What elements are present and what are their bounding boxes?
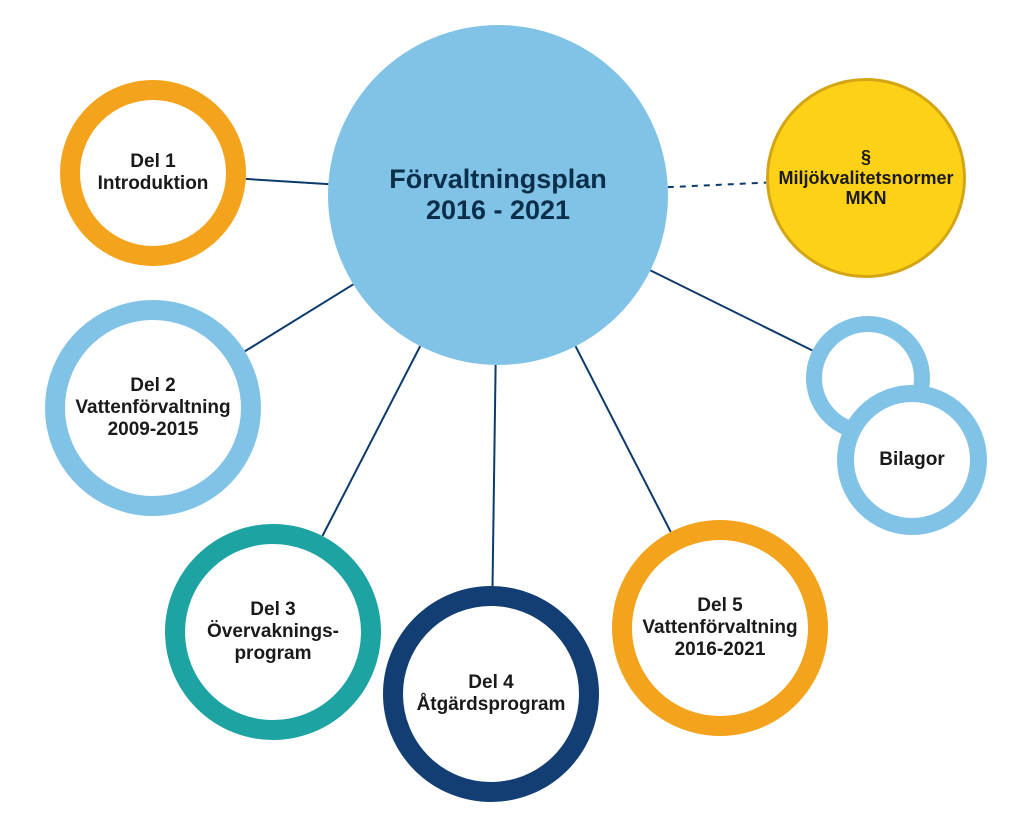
- node-label-del2: Del 2 Vattenförvaltning 2009-2015: [69, 375, 236, 441]
- node-del3: Del 3 Övervaknings- program: [165, 524, 381, 740]
- node-label-del4: Del 4 Åtgärdsprogram: [411, 672, 572, 716]
- node-del1: Del 1 Introduktion: [60, 80, 246, 266]
- node-label-del1: Del 1 Introduktion: [92, 151, 215, 195]
- central-label: Förvaltningsplan 2016 - 2021: [389, 164, 607, 226]
- node-label-del5: Del 5 Vattenförvaltning 2016-2021: [636, 595, 803, 661]
- connector-del5: [576, 346, 671, 532]
- node-del2: Del 2 Vattenförvaltning 2009-2015: [45, 300, 261, 516]
- connector-bilagor_back: [650, 270, 812, 350]
- node-label-del3: Del 3 Övervaknings- program: [201, 599, 345, 665]
- connector-del3: [322, 346, 420, 536]
- node-del4: Del 4 Åtgärdsprogram: [383, 586, 599, 802]
- connector-del4: [493, 365, 496, 586]
- node-label-bilagor: Bilagor: [873, 449, 950, 471]
- central-node: Förvaltningsplan 2016 - 2021: [328, 25, 668, 365]
- diagram-stage: Förvaltningsplan 2016 - 2021 Del 1 Intro…: [0, 0, 1024, 819]
- connector-del1: [246, 179, 329, 184]
- node-bilagor: Bilagor: [837, 385, 987, 535]
- node-label-mkn: § Miljökvalitetsnormer MKN: [772, 147, 959, 209]
- connector-mkn: [668, 183, 766, 188]
- node-del5: Del 5 Vattenförvaltning 2016-2021: [612, 520, 828, 736]
- node-mkn: § Miljökvalitetsnormer MKN: [766, 78, 966, 278]
- connector-del2: [245, 284, 353, 351]
